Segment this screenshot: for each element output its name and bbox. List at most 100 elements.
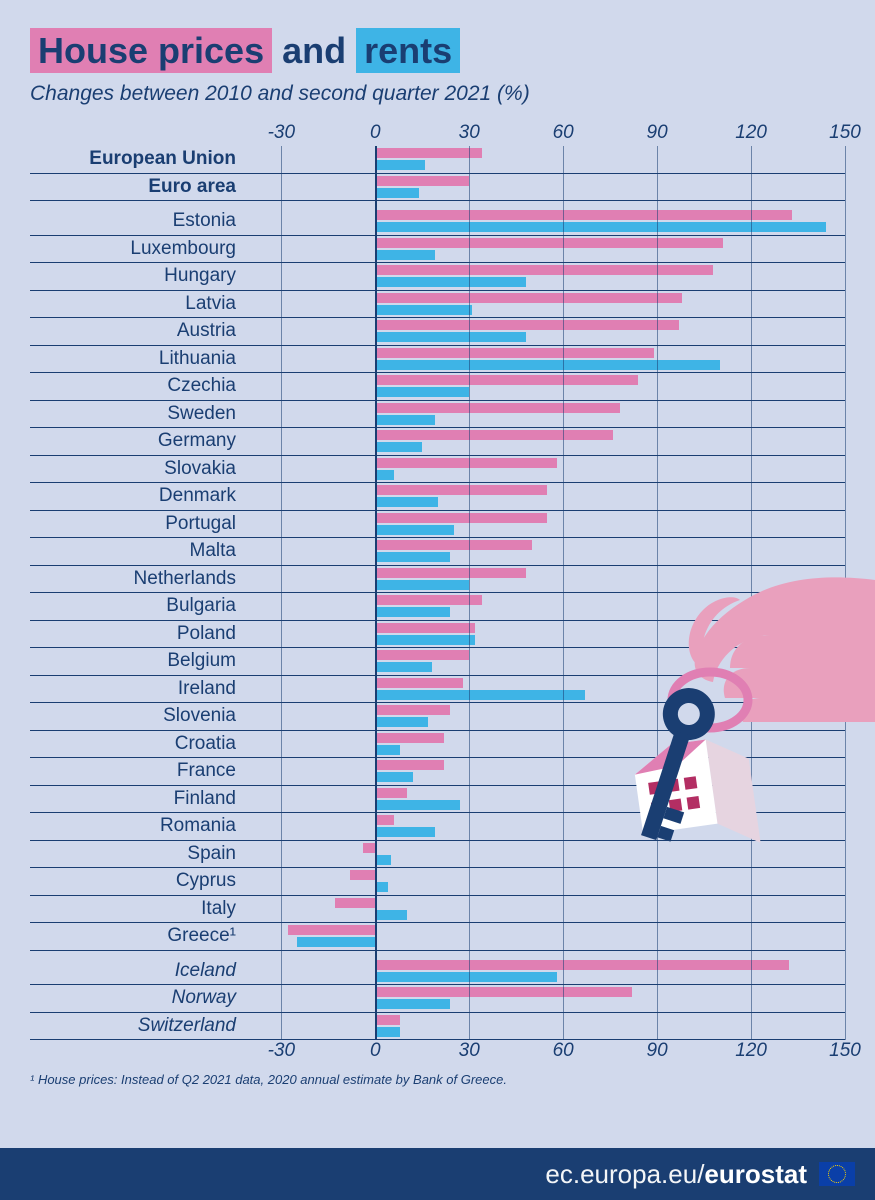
row-label: Czechia [30, 373, 250, 401]
footer-brand: eurostat [704, 1159, 807, 1190]
rent-bar [375, 525, 453, 535]
bar-chart: -300306090120150 European UnionEuro area… [30, 122, 845, 1064]
rent-bar [375, 188, 419, 198]
chart-row: Luxembourg [30, 236, 845, 264]
rent-bar [375, 745, 400, 755]
rent-bar [375, 882, 388, 892]
chart-row: Malta [30, 538, 845, 566]
rent-bar [375, 552, 450, 562]
row-label: Malta [30, 538, 250, 566]
chart-row: Czechia [30, 373, 845, 401]
row-label: Slovakia [30, 456, 250, 484]
row-label: Hungary [30, 263, 250, 291]
house-bar [375, 430, 613, 440]
chart-row: Croatia [30, 731, 845, 759]
row-plot [250, 346, 845, 374]
rent-bar [297, 937, 375, 947]
house-bar [375, 293, 682, 303]
chart-row: Greece¹ [30, 923, 845, 951]
page-title: House prices and rents [30, 30, 845, 72]
rent-bar [375, 470, 394, 480]
chart-row: Iceland [30, 958, 845, 986]
row-plot [250, 263, 845, 291]
chart-row: Bulgaria [30, 593, 845, 621]
house-bar [375, 595, 481, 605]
row-plot [250, 676, 845, 704]
house-bar [375, 485, 547, 495]
house-bar [375, 623, 475, 633]
row-label: Croatia [30, 731, 250, 759]
row-plot [250, 401, 845, 429]
house-bar [375, 540, 532, 550]
row-plot [250, 758, 845, 786]
axis-top: -300306090120150 [30, 122, 845, 146]
rent-bar [375, 800, 460, 810]
title-mid: and [272, 30, 356, 71]
chart-row: Sweden [30, 401, 845, 429]
rent-bar [375, 635, 475, 645]
chart-row: Norway [30, 985, 845, 1013]
row-label: Norway [30, 985, 250, 1013]
title-highlight-house: House prices [30, 28, 272, 73]
row-plot [250, 318, 845, 346]
row-plot [250, 566, 845, 594]
rent-bar [375, 387, 469, 397]
tick-label: 90 [647, 1040, 668, 1062]
row-plot [250, 868, 845, 896]
gridline [845, 146, 846, 1040]
rent-bar [375, 607, 450, 617]
house-bar [375, 568, 525, 578]
tick-label: 60 [553, 1040, 574, 1062]
row-plot [250, 703, 845, 731]
row-plot [250, 958, 845, 986]
row-label: Lithuania [30, 346, 250, 374]
house-bar [375, 815, 394, 825]
house-bar [375, 403, 619, 413]
chart-row: Spain [30, 841, 845, 869]
row-plot [250, 483, 845, 511]
house-bar [375, 650, 469, 660]
row-label: Luxembourg [30, 236, 250, 264]
row-label: Latvia [30, 291, 250, 319]
tick-label: 60 [553, 122, 574, 144]
house-bar [350, 870, 375, 880]
row-label: Sweden [30, 401, 250, 429]
rent-bar [375, 415, 435, 425]
house-bar [375, 348, 654, 358]
house-bar [335, 898, 376, 908]
house-bar [375, 788, 406, 798]
row-label: European Union [30, 146, 250, 174]
row-label: Estonia [30, 208, 250, 236]
house-bar [375, 148, 481, 158]
subtitle: Changes between 2010 and second quarter … [30, 82, 845, 106]
row-label: Greece¹ [30, 923, 250, 951]
house-bar [375, 1015, 400, 1025]
row-label: Spain [30, 841, 250, 869]
chart-row: Hungary [30, 263, 845, 291]
tick-label: 120 [735, 122, 767, 144]
rent-bar [375, 690, 585, 700]
chart-row: Austria [30, 318, 845, 346]
row-label: Ireland [30, 676, 250, 704]
chart-row: Slovakia [30, 456, 845, 484]
row-plot [250, 896, 845, 924]
chart-row: Romania [30, 813, 845, 841]
row-plot [250, 985, 845, 1013]
chart-row: European Union [30, 146, 845, 174]
axis-bottom: -300306090120150 [30, 1040, 845, 1064]
row-label: Iceland [30, 958, 250, 986]
rent-bar [375, 662, 431, 672]
rent-bar [375, 827, 435, 837]
chart-row: Poland [30, 621, 845, 649]
rent-bar [375, 305, 472, 315]
row-plot [250, 648, 845, 676]
house-bar [375, 513, 547, 523]
rent-bar [375, 772, 413, 782]
house-bar [375, 265, 713, 275]
row-label: Denmark [30, 483, 250, 511]
tick-label: -30 [268, 1040, 295, 1062]
row-label: Cyprus [30, 868, 250, 896]
row-label: Netherlands [30, 566, 250, 594]
chart-row: France [30, 758, 845, 786]
tick-label: -30 [268, 122, 295, 144]
